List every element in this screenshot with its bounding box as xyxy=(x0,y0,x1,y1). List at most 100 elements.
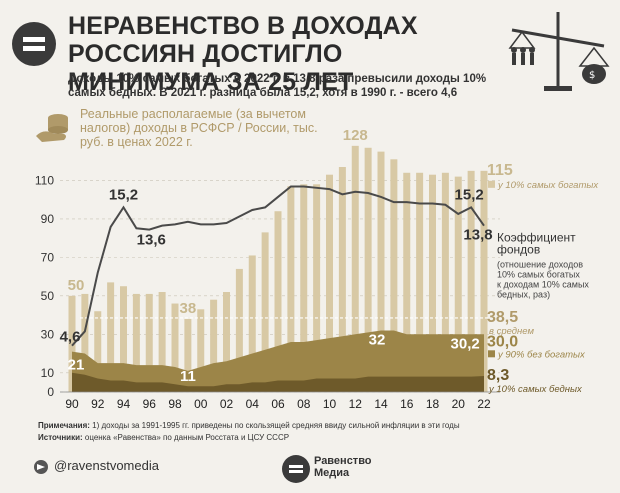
x-tick-label: 92 xyxy=(91,397,105,411)
ratio-legend-name: Коэффициент xyxy=(497,230,576,244)
x-tick-label: 98 xyxy=(168,397,182,411)
bar-rich xyxy=(248,255,256,392)
coin-stack-icon xyxy=(36,114,68,142)
source-text: оценка «Равенства» по данным Росстата и … xyxy=(82,433,290,442)
x-tick-label: 18 xyxy=(426,397,440,411)
bar-rich xyxy=(454,176,462,392)
label-poor90-1999: 11 xyxy=(180,368,196,385)
source-line: Источники: оценка «Равенства» по данным … xyxy=(38,432,460,444)
y-tick-label: 10 xyxy=(41,366,55,380)
x-tick-label: 08 xyxy=(297,397,311,411)
bar-rich xyxy=(403,172,411,392)
footer-brand: Равенство Медиа xyxy=(314,455,372,479)
legend-rich-swatch xyxy=(488,180,495,188)
x-tick-label: 00 xyxy=(194,397,208,411)
y-tick-label: 90 xyxy=(41,212,55,226)
page-title: НЕРАВЕНСТВО В ДОХОДАХ РОССИЯН ДОСТИГЛО М… xyxy=(68,12,418,96)
legend-avg-value: 38,5 xyxy=(487,309,518,326)
bar-rich xyxy=(429,174,436,392)
x-tick-label: 14 xyxy=(374,397,388,411)
x-tick-label: 02 xyxy=(220,397,234,411)
ratio-legend-desc: (отношение доходов xyxy=(497,259,583,269)
ratio-legend-desc: бедных, раз) xyxy=(497,289,550,299)
y-tick-label: 30 xyxy=(41,327,55,341)
bar-rich xyxy=(338,167,346,392)
bar-rich xyxy=(364,147,372,392)
label-rich-1999: 38 xyxy=(180,300,197,317)
source-label: Источники: xyxy=(38,433,83,442)
note-label: Примечания: xyxy=(38,421,90,430)
area-poor10 xyxy=(72,372,484,392)
x-tick-label: 20 xyxy=(452,397,466,411)
label-poor90-1990: 21 xyxy=(68,357,85,374)
label-ratio-1990: 4,6 xyxy=(60,329,81,346)
ratio-legend-desc: к доходам 10% самых xyxy=(497,279,589,289)
footer-handle[interactable]: @ravenstvomedia xyxy=(34,458,159,474)
bar-rich xyxy=(68,295,76,392)
bar-rich xyxy=(351,145,359,392)
bar-rich xyxy=(261,232,269,392)
legend-poor10-name: у 10% самых бедных xyxy=(488,384,583,395)
x-tick-label: 10 xyxy=(323,397,337,411)
bar-rich xyxy=(235,268,243,392)
x-tick-label: 94 xyxy=(117,397,131,411)
label-poor90-2014: 32 xyxy=(369,331,386,348)
scale-icon: $ xyxy=(508,12,610,91)
label-ratio-2022: 13,8 xyxy=(463,227,492,244)
income-chart: 0 10 30 50 70 90 110 90 92 94 96 98 00 02 04 06 08 10 12 14… xyxy=(35,127,600,411)
page-subtitle: Доходы 10% самых богатых в 2022 г. в 13,… xyxy=(68,73,487,99)
notes: Примечания: 1) доходы за 1991-1995 гг. п… xyxy=(38,420,460,444)
note-text: 1) доходы за 1991-1995 гг. приведены по … xyxy=(89,421,460,430)
y-tick-label: 70 xyxy=(41,250,55,264)
bar-rich xyxy=(145,293,153,392)
bar-rich xyxy=(300,184,308,392)
bar-rich xyxy=(210,299,218,392)
bar-rich xyxy=(287,186,295,392)
legend-poor10-value: 8,3 xyxy=(487,367,509,384)
footer-handle-text: @ravenstvomedia xyxy=(54,458,159,473)
bar-rich xyxy=(184,318,192,392)
bar-rich xyxy=(132,293,140,392)
legend-poor90-name: у 90% без богатых xyxy=(497,349,586,360)
ratio-line xyxy=(71,185,485,347)
bar-rich xyxy=(120,286,127,392)
bar-rich xyxy=(390,159,398,392)
legend-rich-name: у 10% самых богатых xyxy=(497,180,599,191)
x-tick-label: 90 xyxy=(65,397,79,411)
telegram-icon xyxy=(34,459,48,474)
bar-rich xyxy=(416,172,424,392)
label-ratio-1995: 13,6 xyxy=(137,231,166,248)
label-ratio-2021: 15,2 xyxy=(455,186,484,203)
footer-logo-icon xyxy=(282,455,310,483)
legend-avg-name: в среднем xyxy=(489,326,534,337)
bar-rich xyxy=(107,282,115,392)
series-title: Реальные располагаемые (за вычетом налог… xyxy=(80,107,318,149)
y-tick-label: 50 xyxy=(41,289,55,303)
bar-rich xyxy=(377,151,385,392)
bar-rich xyxy=(223,292,230,392)
y-tick-label: 110 xyxy=(35,173,54,187)
legend-rich-value: 115 xyxy=(487,162,513,179)
bar-rich xyxy=(94,311,102,392)
bar-rich xyxy=(480,170,488,392)
bar-rich xyxy=(197,309,205,392)
bar-rich xyxy=(326,174,333,392)
note-line: Примечания: 1) доходы за 1991-1995 гг. п… xyxy=(38,420,460,432)
label-ratio-1994: 15,2 xyxy=(109,186,138,203)
label-rich-2012: 128 xyxy=(343,127,368,144)
svg-text:$: $ xyxy=(589,70,595,81)
y-tick-label: 0 xyxy=(47,385,54,399)
x-tick-label: 04 xyxy=(246,397,260,411)
bar-rich xyxy=(171,303,179,392)
label-poor90-2022: 30,2 xyxy=(451,335,480,352)
ratio-legend-desc: 10% самых богатых xyxy=(497,269,580,279)
x-tick-label: 12 xyxy=(349,397,363,411)
legend-poor90-swatch xyxy=(488,350,495,358)
ratio-legend-name-2: фондов xyxy=(497,242,540,256)
bar-rich xyxy=(441,172,449,392)
x-tick-label: 96 xyxy=(143,397,157,411)
bar-rich xyxy=(81,293,89,392)
x-tick-label: 06 xyxy=(271,397,285,411)
bar-rich xyxy=(313,184,321,392)
x-tick-label: 22 xyxy=(477,397,491,411)
